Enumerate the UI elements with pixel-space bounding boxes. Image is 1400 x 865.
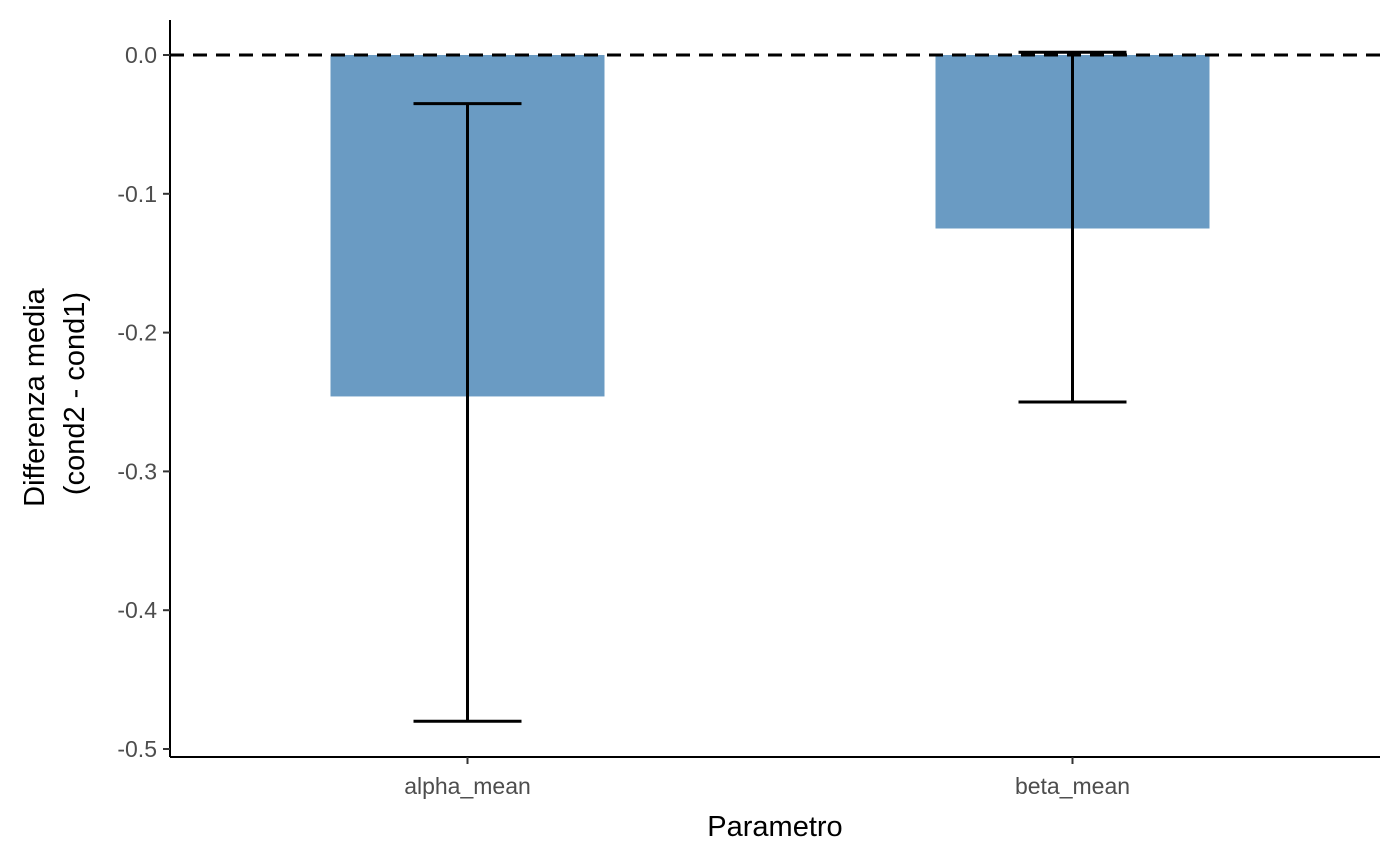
y-tick-label: -0.5 [117,736,157,762]
x-ticks: alpha_mean beta_mean [404,757,1130,799]
x-tick-label: beta_mean [1015,773,1130,799]
y-ticks: 0.0 -0.1 -0.2 -0.3 -0.4 -0.5 [117,42,170,762]
y-tick-label: -0.4 [117,597,157,623]
x-tick-label: alpha_mean [404,773,531,799]
y-axis-title: Differenza media (cond2 - cond1) [19,280,91,507]
error-bars-layer [413,50,1127,723]
bars-layer [330,55,1210,397]
y-tick-label: -0.3 [117,458,157,484]
y-axis-title-line-2: (cond2 - cond1) [59,292,91,495]
error-bar-beta_mean [1018,50,1127,404]
error-bar-alpha_mean [413,102,522,723]
y-tick-label: 0.0 [125,42,157,68]
x-axis-title: Parametro [707,811,842,843]
y-tick-label: -0.2 [117,320,157,346]
y-axis-title-line-1: Differenza media [19,287,51,507]
axes-layer [169,20,1380,758]
y-tick-label: -0.1 [117,181,157,207]
